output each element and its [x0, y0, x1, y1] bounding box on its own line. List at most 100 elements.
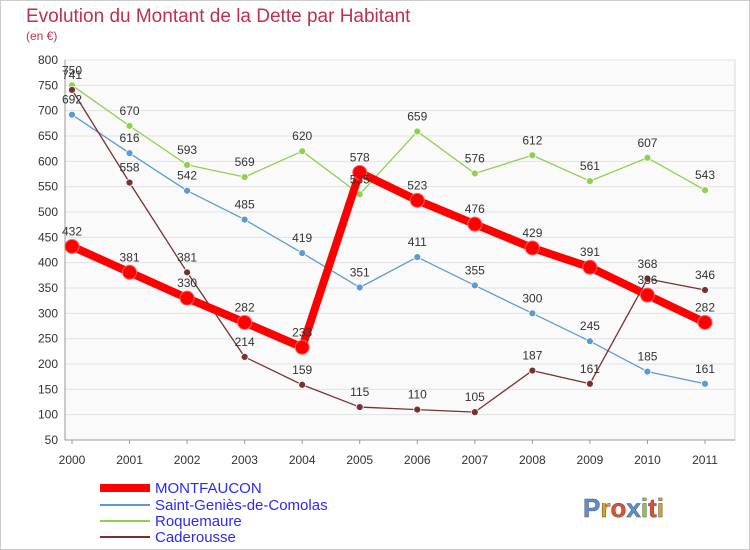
y-tick-label: 200 — [38, 357, 58, 371]
data-point — [183, 186, 191, 195]
x-tick-label: 2001 — [116, 453, 143, 467]
data-point — [298, 147, 307, 156]
logo-letter: o — [610, 493, 626, 523]
legend-label: Roquemaure — [155, 513, 242, 530]
data-label: 233 — [292, 325, 312, 339]
data-label: 542 — [177, 169, 197, 183]
data-label: 543 — [695, 168, 715, 182]
data-label: 282 — [695, 300, 715, 314]
y-tick-label: 150 — [38, 382, 58, 396]
data-label: 593 — [177, 143, 197, 157]
data-point — [125, 178, 134, 187]
data-point — [240, 353, 249, 361]
legend: MONTFAUCONSaint-Geniès-de-ComolasRoquema… — [100, 480, 328, 546]
data-label: 185 — [637, 350, 657, 364]
data-label: 336 — [637, 273, 657, 287]
data-point — [586, 379, 594, 388]
logo-letter: r — [600, 493, 610, 523]
data-label: 105 — [465, 390, 485, 404]
y-tick-label: 550 — [38, 180, 58, 194]
plot-area: 50 100 150 200 250 300 350 400 450 500 550 600 650 70… — [38, 53, 736, 467]
data-point — [413, 253, 422, 261]
data-point — [125, 149, 134, 158]
data-label: 620 — [292, 129, 312, 143]
data-label: 750 — [62, 63, 82, 77]
y-tick-label: 400 — [38, 256, 58, 270]
data-label: 355 — [465, 263, 485, 277]
x-tick-label: 2007 — [461, 453, 488, 467]
data-label: 282 — [235, 300, 255, 314]
y-tick-label: 650 — [38, 129, 58, 143]
x-tick-label: 2008 — [519, 453, 546, 467]
data-label: 214 — [235, 335, 255, 349]
data-label: 607 — [637, 136, 657, 150]
x-tick-label: 2003 — [231, 453, 258, 467]
data-point — [528, 151, 537, 160]
data-label: 330 — [177, 276, 197, 290]
data-label: 432 — [62, 224, 82, 238]
logo-letter: i — [641, 493, 648, 523]
data-point — [355, 283, 364, 292]
legend-label: MONTFAUCON — [155, 480, 262, 497]
data-point — [643, 367, 652, 376]
legend-label: Caderousse — [155, 529, 236, 546]
chart-subtitle: (en €) — [26, 29, 57, 43]
x-tick-label: 2009 — [577, 453, 604, 467]
data-label: 741 — [62, 68, 82, 82]
x-tick-label: 2005 — [346, 453, 373, 467]
data-label: 245 — [580, 319, 600, 333]
data-point — [697, 314, 713, 330]
proxiti-logo: Proxiti — [583, 493, 664, 524]
data-label: 161 — [580, 362, 600, 376]
data-point — [413, 127, 422, 136]
data-point — [355, 403, 364, 411]
series-line-2 — [71, 84, 706, 195]
data-point — [701, 286, 709, 294]
data-point — [586, 337, 594, 346]
chart-title: Evolution du Montant de la Dette par Hab… — [26, 6, 411, 27]
plot-background — [64, 59, 736, 441]
data-label: 616 — [120, 131, 140, 145]
data-point — [352, 164, 368, 180]
y-tick-label: 700 — [38, 104, 58, 118]
y-tick-label: 500 — [38, 205, 58, 219]
data-label: 523 — [407, 178, 427, 192]
data-point — [179, 290, 195, 306]
x-tick-label: 2004 — [289, 453, 316, 467]
data-label: 535 — [350, 172, 370, 186]
legend-label: Saint-Geniès-de-Comolas — [155, 497, 328, 514]
data-point — [524, 240, 540, 256]
data-label: 381 — [120, 250, 140, 264]
data-point — [240, 215, 249, 224]
data-point — [582, 259, 598, 275]
data-point — [701, 379, 709, 388]
data-point — [298, 249, 307, 257]
y-tick-label: 50 — [45, 433, 59, 447]
data-label: 187 — [522, 349, 542, 363]
data-label: 659 — [407, 109, 427, 123]
data-point — [643, 274, 652, 283]
data-label: 391 — [580, 245, 600, 259]
data-label: 576 — [465, 151, 485, 165]
x-tick-label: 2011 — [692, 453, 718, 467]
series-line-3 — [71, 89, 706, 413]
data-point — [125, 121, 134, 130]
data-point — [701, 186, 709, 195]
data-label: 692 — [62, 93, 82, 107]
logo-text: Proxiti — [583, 493, 664, 523]
y-tick-label: 450 — [38, 230, 58, 244]
data-point — [122, 264, 138, 280]
data-label: 558 — [120, 161, 140, 175]
data-point — [183, 160, 191, 169]
data-label: 612 — [522, 133, 542, 147]
data-label: 381 — [177, 250, 197, 264]
data-point — [237, 314, 253, 330]
logo-letter: x — [626, 493, 641, 523]
data-point — [413, 405, 422, 414]
data-point — [470, 169, 479, 178]
data-label: 485 — [235, 198, 255, 212]
data-point — [528, 309, 537, 318]
logo-letter: i — [657, 493, 664, 523]
